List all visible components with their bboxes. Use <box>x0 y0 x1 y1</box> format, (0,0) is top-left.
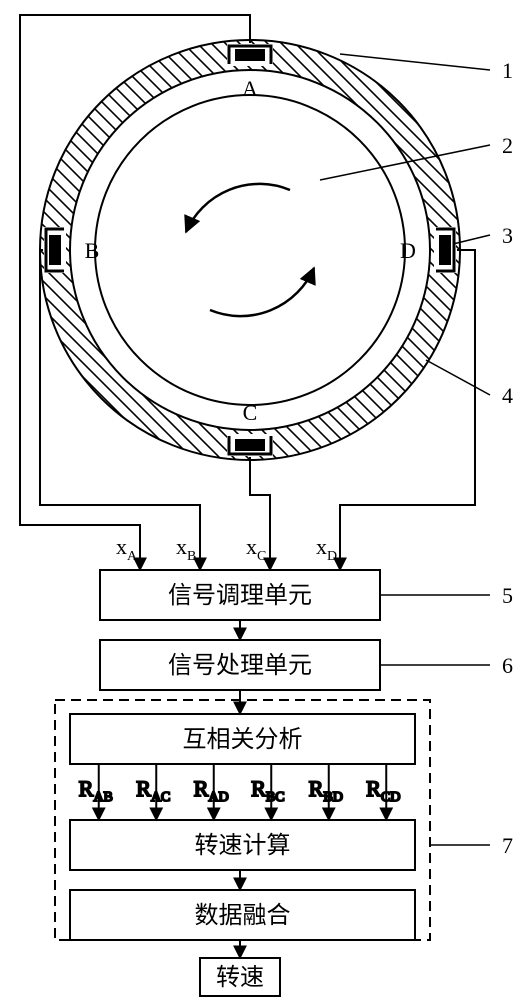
callout-6: 6 <box>502 653 513 678</box>
signal-conditioning-block-label: 信号调理单元 <box>168 582 312 609</box>
signal-label: xD <box>316 534 337 564</box>
r-label: RBC <box>251 776 284 805</box>
shaft-circle <box>95 95 405 405</box>
callout-2: 2 <box>502 133 513 158</box>
sensor-a <box>227 44 273 66</box>
r-label: RAC <box>136 776 170 805</box>
callout-4: 4 <box>502 383 513 408</box>
crosscorr-block-label: 互相关分析 <box>183 726 303 753</box>
r-label: RAD <box>194 776 229 805</box>
signal-label: xA <box>116 534 138 564</box>
signal-labels: xA xB xC xD <box>116 534 337 564</box>
callout-5: 5 <box>502 583 513 608</box>
speedcalc-block-label: 转速计算 <box>195 832 291 859</box>
sensor-b <box>44 227 66 273</box>
callout-3: 3 <box>502 223 513 248</box>
sensor-label-c: C <box>243 400 258 425</box>
callout-1: 1 <box>502 58 513 83</box>
sensor-label-a: A <box>242 76 258 101</box>
signal-processing-block-label: 信号处理单元 <box>168 652 312 679</box>
signal-label: xB <box>176 534 196 564</box>
process-blocks: 信号调理单元信号处理单元互相关分析转速计算数据融合转速 <box>70 570 415 996</box>
r-label: RAB <box>79 776 113 805</box>
r-label: RBD <box>309 776 343 805</box>
sensor-label-d: D <box>400 238 416 263</box>
sensor-d <box>434 227 456 273</box>
rotation-arrow-2 <box>210 268 314 316</box>
output-block-label: 转速 <box>216 964 264 991</box>
sensor-c <box>227 434 273 456</box>
signal-label: xC <box>246 534 266 564</box>
r-label: RCD <box>366 776 400 805</box>
callout-7: 7 <box>502 833 513 858</box>
fusion-block-label: 数据融合 <box>195 902 291 929</box>
system-diagram: A B C D xA xB xC xD 信号调理单元信号处理单元互相关分析转速计算数据… <box>0 0 526 1000</box>
rotation-arrow-1 <box>186 184 290 232</box>
sensor-label-b: B <box>85 238 100 263</box>
